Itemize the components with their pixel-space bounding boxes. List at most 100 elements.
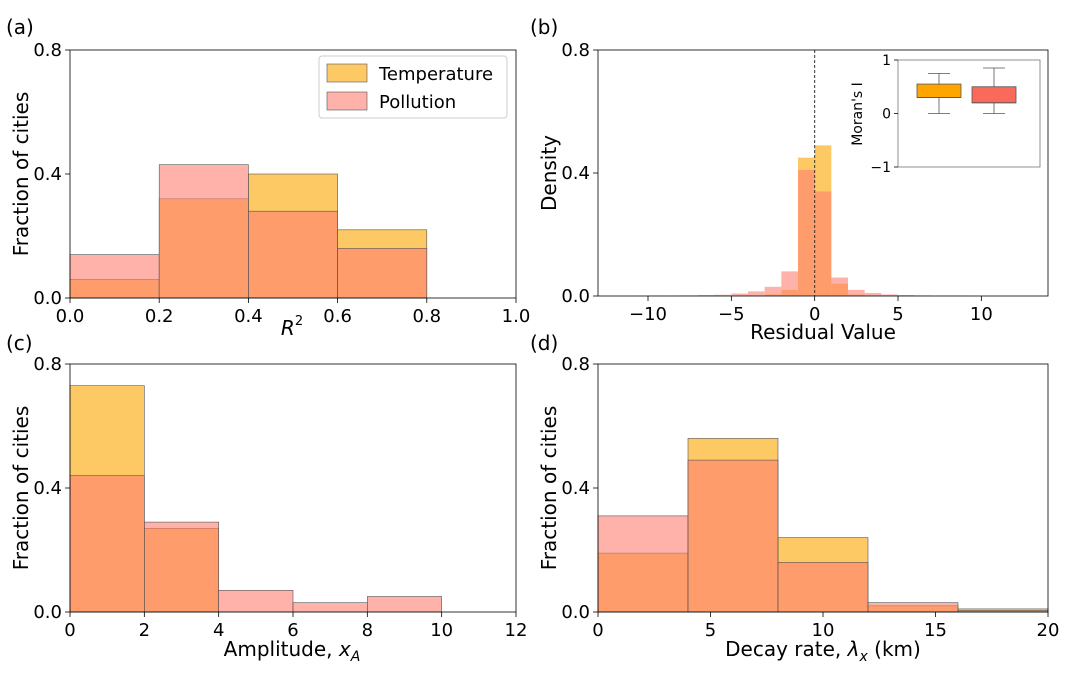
xtick-label: 0.6	[323, 306, 352, 327]
xlabel-c: Amplitude, xA	[224, 637, 361, 665]
inset-boxplot: −1 0 1 Moran's I	[850, 53, 1041, 176]
bar-pollution-7	[731, 293, 748, 296]
xtick-label: 0	[64, 620, 75, 641]
ytick-label: 0.4	[561, 478, 590, 499]
bar-pollution-11	[798, 169, 815, 296]
xlabel-b: Residual Value	[750, 320, 896, 344]
bar-pollution-2	[248, 210, 338, 299]
bar-pollution-1	[687, 459, 779, 613]
xtick-label: 5	[705, 620, 716, 641]
legend-swatch-temperature	[326, 63, 368, 83]
xtick-label: 15	[924, 620, 947, 641]
xtick-label: 10	[970, 304, 993, 325]
ticks-c: 0 2 4 6 8 10 12 0.0 0.4 0.8	[33, 354, 527, 641]
panel-label-d: (d)	[530, 331, 558, 355]
ytick-label: 0.8	[561, 354, 590, 375]
panel-label-c: (c)	[6, 331, 33, 355]
bar-pollution-10	[781, 271, 798, 296]
ytick-label: 0.8	[561, 40, 590, 61]
inset-ytick-label: −1	[870, 160, 891, 176]
bar-pollution-1	[158, 164, 249, 299]
panel-b: (b) −10 −5 0 5 10 0.0 0.4 0.8 Residual Value De…	[530, 15, 1049, 344]
legend-a: Temperature Pollution	[318, 55, 508, 119]
xtick-label: 0.8	[412, 306, 441, 327]
box-pollution	[971, 86, 1017, 104]
inset-ylabel: Moran's I	[850, 82, 866, 146]
bar-pollution-1	[144, 521, 219, 613]
bar-pollution-17	[898, 295, 915, 296]
bar-pollution-2	[218, 589, 294, 613]
bar-pollution-9	[764, 286, 782, 296]
ticks-a: 0.0 0.2 0.4 0.6 0.8 1.0 0.0 0.4 0.8	[33, 40, 530, 327]
panel-a: (a) 0.0 0.2 0.4 0.6 0.8 1.0 0.0 0.4 0.8 R2 Fract…	[6, 15, 530, 340]
xtick-label: 2	[139, 620, 150, 641]
ytick-label: 0.0	[561, 286, 590, 307]
xtick-label: 20	[1037, 620, 1060, 641]
xtick-label: 8	[362, 620, 373, 641]
xtick-label: −5	[718, 304, 745, 325]
xtick-label: 12	[505, 620, 528, 641]
xtick-label: 10	[430, 620, 453, 641]
ytick-label: 0.4	[33, 164, 62, 185]
ytick-label: 0.0	[33, 602, 62, 623]
ylabel-c: Fraction of cities	[9, 406, 33, 571]
bar-pollution-0	[69, 254, 160, 299]
xlabel-c-sym: x	[338, 637, 351, 661]
ylabel-b: Density	[537, 135, 561, 211]
bar-pollution-2	[777, 562, 869, 613]
panel-label-b: (b)	[530, 15, 558, 39]
bar-pollution-6	[714, 294, 732, 296]
bar-pollution-4	[367, 596, 442, 613]
bar-pollution-12	[814, 191, 832, 296]
panel-c: (c) 0 2 4 6 8 10 12 0.0 0.4 0.8 Amplitude, xA Fra…	[6, 331, 527, 665]
panel-d: (d) 0 5 10 15 20 0.0 0.4 0.8 Decay rate, λx (km…	[530, 331, 1059, 665]
bar-pollution-3	[337, 248, 428, 299]
xlabel-c-main: Amplitude,	[224, 637, 339, 661]
bars-a	[69, 164, 428, 299]
xtick-label: 5	[892, 304, 903, 325]
xlabel-a-sup: 2	[295, 314, 303, 329]
ticks-d: 0 5 10 15 20 0.0 0.4 0.8	[561, 354, 1059, 641]
xlabel-d-sub: x	[859, 649, 869, 665]
xlabel-a: R2	[281, 314, 303, 340]
bar-pollution-0	[69, 475, 145, 613]
xtick-label: 6	[287, 620, 298, 641]
legend-label-pollution: Pollution	[379, 92, 456, 113]
bar-pollution-8	[748, 291, 765, 296]
bar-pollution-13	[831, 277, 848, 296]
xtick-label: 0.2	[145, 306, 174, 327]
ytick-label: 0.0	[33, 288, 62, 309]
xtick-label: 10	[812, 620, 835, 641]
bars-d	[597, 438, 1049, 613]
xlabel-d-post: (km)	[868, 637, 921, 661]
ytick-label: 0.8	[33, 354, 62, 375]
xtick-label: 0	[592, 620, 603, 641]
xtick-label: −10	[629, 304, 667, 325]
ytick-label: 0.0	[561, 602, 590, 623]
bars-c	[69, 385, 442, 613]
ytick-label: 0.4	[33, 478, 62, 499]
ytick-label: 0.4	[561, 163, 590, 184]
bar-pollution-14	[848, 289, 865, 296]
ticks-b: −10 −5 0 5 10 0.0 0.4 0.8	[561, 40, 992, 325]
legend-label-temperature: Temperature	[378, 64, 493, 85]
legend-swatch-pollution	[326, 91, 368, 111]
xtick-label: 4	[213, 620, 224, 641]
inset-frame	[897, 59, 1041, 168]
ylabel-a: Fraction of cities	[9, 92, 33, 257]
xlabel-c-sub: A	[350, 649, 361, 665]
xlabel-d-sym: λ	[847, 637, 860, 661]
xtick-label: 0	[809, 304, 820, 325]
ytick-label: 0.8	[33, 40, 62, 61]
inset-ytick-label: 1	[882, 53, 891, 69]
xlabel-d-main: Decay rate,	[725, 637, 848, 661]
xtick-label: 1.0	[502, 306, 531, 327]
ylabel-d: Fraction of cities	[537, 406, 561, 571]
panel-label-a: (a)	[6, 15, 34, 39]
xtick-label: 0.4	[234, 306, 263, 327]
bar-pollution-0	[597, 515, 689, 613]
box-temperature	[916, 83, 962, 98]
xtick-label: 0.0	[56, 306, 85, 327]
bar-pollution-15	[864, 292, 882, 296]
